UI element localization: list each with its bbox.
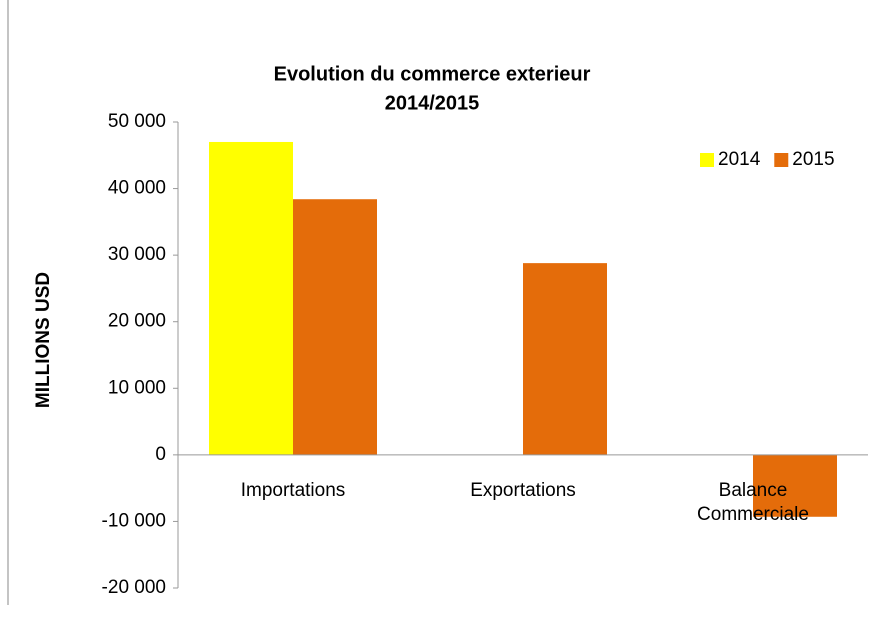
bar: [293, 199, 377, 455]
y-tick-label: 0: [155, 444, 166, 465]
bar: [753, 454, 837, 517]
legend-label: 2014: [718, 149, 761, 170]
y-tick-label: 10 000: [108, 377, 166, 398]
legend-swatch: [700, 153, 714, 167]
y-tick-label: -20 000: [102, 577, 166, 598]
y-tick-label: -10 000: [102, 510, 166, 531]
y-tick-label: 40 000: [108, 178, 166, 199]
legend-label: 2015: [792, 149, 834, 170]
bar: [523, 263, 607, 455]
x-tick-label: Exportations: [470, 479, 576, 501]
bar: [209, 141, 293, 455]
x-tick-label: Balance Commerciale: [697, 479, 809, 525]
y-tick-label: 30 000: [108, 244, 166, 265]
x-label-box: Importations: [240, 479, 346, 501]
x-tick-label: Importations: [240, 479, 346, 501]
chart-title: 2014/2015: [385, 92, 480, 114]
x-label-box: Balance Commerciale: [697, 479, 809, 525]
chart-title: Evolution du commerce exterieur: [274, 63, 591, 85]
y-tick-label: 50 000: [108, 111, 166, 132]
x-label-box: Exportations: [470, 479, 576, 501]
y-tick-label: 20 000: [108, 311, 166, 332]
y-axis-label: MILLIONS USD: [33, 272, 54, 408]
legend-swatch: [774, 153, 789, 167]
